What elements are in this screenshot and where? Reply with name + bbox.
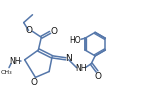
Text: O: O xyxy=(31,78,38,87)
Text: O: O xyxy=(25,26,32,35)
Text: O: O xyxy=(50,27,58,36)
Text: CH₃: CH₃ xyxy=(0,70,12,75)
Text: N: N xyxy=(65,54,72,63)
Text: O: O xyxy=(95,72,102,81)
Text: HO: HO xyxy=(69,36,81,45)
Text: NH: NH xyxy=(76,64,87,73)
Text: NH: NH xyxy=(9,57,21,66)
